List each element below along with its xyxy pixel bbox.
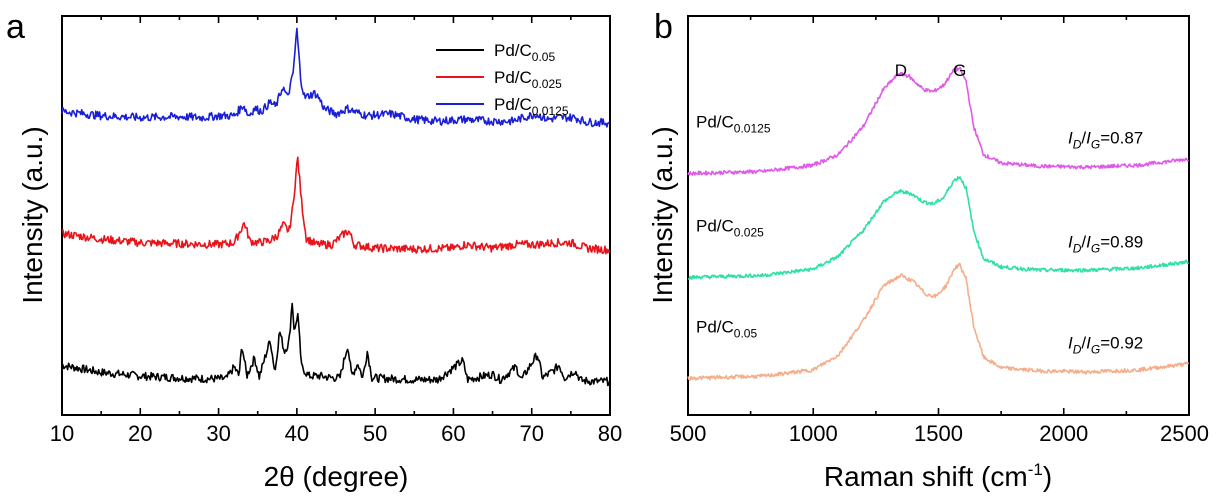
panel-a-y-axis-title: Intensity (a.u.) bbox=[17, 126, 48, 303]
panel-a: a 10 20 30 40 50 60 70 80 Intensity (a.u.) 2θ (… bbox=[6, 8, 622, 492]
panel-b-series-line-3 bbox=[687, 262, 1190, 381]
panel-b-x-tick-label: 500 bbox=[670, 421, 707, 446]
panel-a-x-tick-label: 30 bbox=[206, 421, 230, 446]
panel-b-x-axis-title: Raman shift (cm-1) bbox=[824, 460, 1052, 492]
panel-a-legend: Pd/C0.05 Pd/C0.025 Pd/C0.0125 bbox=[436, 41, 569, 118]
panel-a-x-tick-label: 50 bbox=[363, 421, 387, 446]
panel-b-sample-label: Pd/C0.05 bbox=[696, 317, 757, 340]
panel-a-x-tick-label: 20 bbox=[128, 421, 152, 446]
panel-b-x-axis-title-main: Raman shift (cm bbox=[824, 461, 1028, 492]
panel-b-x-tick-label: 1500 bbox=[914, 421, 963, 446]
panel-a-series-line-2 bbox=[61, 156, 611, 255]
panel-b-ratio-label: ID/IG=0.92 bbox=[1068, 333, 1143, 356]
panel-a-x-tick-label: 80 bbox=[598, 421, 622, 446]
panel-b-x-axis-title-close: ) bbox=[1043, 461, 1052, 492]
panel-b-sample-label: Pd/C0.0125 bbox=[696, 113, 771, 136]
panel-a-label: a bbox=[6, 8, 25, 46]
panel-b-x-tick-label: 2500 bbox=[1160, 421, 1209, 446]
panel-a-x-tick-label: 70 bbox=[519, 421, 543, 446]
panel-b-label: b bbox=[654, 8, 673, 46]
panel-b-series-line-2 bbox=[687, 176, 1190, 280]
panel-b-sample-label: Pd/C0.025 bbox=[696, 216, 764, 239]
panel-a-x-tick-label: 10 bbox=[50, 421, 74, 446]
panel-a-x-ticks: 10 20 30 40 50 60 70 80 bbox=[50, 16, 622, 446]
panel-a-legend-label: Pd/C0.05 bbox=[494, 41, 555, 64]
panel-b-plot-frame bbox=[687, 15, 1190, 416]
panel-b-x-ticks: 500 1000 1500 2000 2500 bbox=[670, 16, 1209, 446]
panel-a-series-line-1 bbox=[61, 302, 611, 387]
panel-a-x-tick-label: 40 bbox=[285, 421, 309, 446]
panel-b-x-axis-title-sup: -1 bbox=[1028, 460, 1043, 479]
panel-a-legend-label: Pd/C0.0125 bbox=[494, 95, 569, 118]
panel-b-series-line-1 bbox=[687, 66, 1189, 176]
panel-b-x-tick-label: 2000 bbox=[1039, 421, 1088, 446]
panel-a-series-line-3 bbox=[61, 27, 611, 128]
panel-b-y-axis-title: Intensity (a.u.) bbox=[647, 126, 678, 303]
panel-b-x-tick-label: 1000 bbox=[789, 421, 838, 446]
panel-a-x-axis-title: 2θ (degree) bbox=[264, 461, 409, 492]
panel-b-ratio-label: ID/IG=0.89 bbox=[1068, 232, 1143, 255]
panel-a-series bbox=[61, 27, 611, 387]
panel-b-peak-label: G bbox=[953, 61, 966, 80]
panel-b-series bbox=[687, 66, 1190, 381]
panel-b-annotations: Pd/C0.0125 ID/IG=0.87 Pd/C0.025 ID/IG=0.89 P… bbox=[696, 113, 1143, 357]
panel-a-legend-label: Pd/C0.025 bbox=[494, 68, 562, 91]
panel-b-ratio-label: ID/IG=0.87 bbox=[1068, 129, 1143, 152]
panel-a-x-tick-label: 60 bbox=[441, 421, 465, 446]
panel-b-peak-label: D bbox=[895, 61, 907, 80]
